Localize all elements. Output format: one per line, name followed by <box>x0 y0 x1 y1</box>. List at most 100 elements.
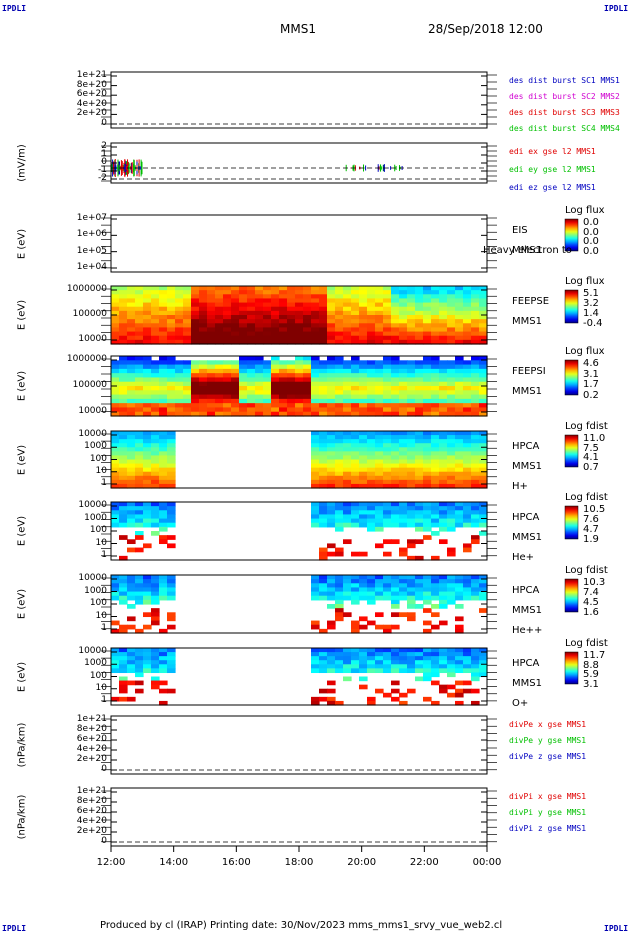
panel-frame-2 <box>110 214 488 273</box>
spectrogram-6 <box>111 502 488 561</box>
colorbar-3 <box>564 289 579 324</box>
instrument-label-4-1: MMS1 <box>512 386 542 397</box>
colorbar-label-2-1: 0.0 <box>583 226 599 238</box>
ylabel-2: E (eV) <box>16 228 28 259</box>
ytick-label-0-4: 2e+20 <box>76 108 107 119</box>
colorbar-title-3: Log flux <box>565 276 605 287</box>
spectrogram-3 <box>111 286 488 345</box>
page-date: 28/Sep/2018 12:00 <box>428 22 543 36</box>
ytick-label-8-1: 1000 <box>84 658 107 669</box>
ytick-label-7-3: 10 <box>95 610 107 621</box>
ytick-label-1-3: -1 <box>98 165 107 175</box>
colorbar-label-6-3: 1.9 <box>583 534 599 545</box>
instrument-label-5-2: H+ <box>512 481 528 492</box>
ytick-label-3-0: 1000000 <box>66 284 107 294</box>
colorbar-label-6-0: 10.5 <box>583 504 606 515</box>
legend-9-0: divPe x gse MMS1 <box>509 720 587 729</box>
instrument-label-4-0: FEEPSI <box>512 366 546 377</box>
legend-0-3: des dist burst SC4 MMS4 <box>509 124 620 133</box>
colorbar-label-7-3: 1.6 <box>583 607 599 618</box>
ytick-label-9-4: 2e+20 <box>76 754 107 764</box>
legend-1-2: edi ez gse l2 MMS1 <box>509 183 596 192</box>
ylabel-5: E (eV) <box>16 444 28 475</box>
ytick-label-0-3: 4e+20 <box>76 98 107 109</box>
ytick-label-0-1: 8e+20 <box>76 79 107 90</box>
xtick-label-2: 16:00 <box>221 857 251 868</box>
colorbar-label-5-1: 7.5 <box>583 442 599 454</box>
colorbar-label-5-3: 0.7 <box>583 462 599 473</box>
instrument-label-6-1: MMS1 <box>512 532 542 543</box>
colorbar-label-6-1: 7.6 <box>583 514 599 525</box>
ytick-label-7-4: 1 <box>101 623 107 633</box>
xtick-label-1: 14:00 <box>159 857 189 868</box>
legend-10-1: divPi y gse MMS1 <box>509 808 587 817</box>
colorbar-4 <box>564 359 579 396</box>
ylabel-3: E (eV) <box>16 299 28 331</box>
ytick-label-5-3: 10 <box>95 465 107 476</box>
ytick-label-10-3: 4e+20 <box>76 816 107 826</box>
colorbar-8 <box>564 651 579 685</box>
colorbar-label-3-1: 3.2 <box>583 298 599 309</box>
corner-label-br: IPDLI <box>604 924 629 933</box>
instrument-label-8-1: MMS1 <box>512 678 542 689</box>
ytick-label-10-5: 0 <box>101 836 107 846</box>
colorbar-title-5: Log fdist <box>565 421 608 432</box>
ytick-label-6-2: 100 <box>89 525 107 535</box>
ytick-label-2-1: 1e+06 <box>76 229 107 240</box>
panel-frame-0 <box>110 71 488 129</box>
colorbar-label-5-0: 11.0 <box>583 433 606 444</box>
colorbar-title-4: Log flux <box>565 346 605 357</box>
legend-9-1: divPe y gse MMS1 <box>509 736 587 745</box>
corner-label-tr: IPDLI <box>604 4 629 13</box>
ytick-label-6-0: 10000 <box>78 500 107 510</box>
colorbar-label-8-3: 3.1 <box>583 679 599 690</box>
colorbar-5 <box>564 434 579 468</box>
ylabel-1: (mV/m) <box>16 144 28 182</box>
panel-frame-10 <box>110 787 488 847</box>
instrument-label-7-1: MMS1 <box>512 605 542 616</box>
xtick-label-3: 18:00 <box>284 857 314 868</box>
colorbar-label-7-2: 4.5 <box>583 597 599 608</box>
colorbar-label-7-0: 10.3 <box>583 577 606 588</box>
spectrogram-4 <box>111 356 488 417</box>
legend-10-2: divPi z gse MMS1 <box>509 824 587 833</box>
ytick-label-6-3: 10 <box>95 537 107 548</box>
instrument-label-6-2: He+ <box>512 552 535 563</box>
legend-1-0: edi ex gse l2 MMS1 <box>509 147 596 156</box>
colorbar-2 <box>564 218 579 252</box>
ytick-label-5-4: 1 <box>101 478 107 488</box>
panel-frame-1 <box>110 142 488 184</box>
xtick-label-5: 22:00 <box>409 857 439 868</box>
colorbar-title-6: Log fdist <box>565 492 608 503</box>
instrument-label-5-0: HPCA <box>512 441 540 452</box>
colorbar-label-4-1: 3.1 <box>583 368 599 380</box>
ytick-label-8-0: 10000 <box>78 646 107 656</box>
colorbar-label-3-0: 5.1 <box>583 288 599 299</box>
instrument-label-3-0: FEEPSE <box>512 296 550 307</box>
instrument-label-5-1: MMS1 <box>512 461 542 472</box>
ylabel-9: (nPa/km) <box>16 722 28 768</box>
legend-0-1: des dist burst SC2 MMS2 <box>509 92 620 101</box>
ytick-label-2-2: 1e+05 <box>76 245 107 256</box>
colorbar-label-2-2: 0.0 <box>583 236 599 248</box>
ytick-label-1-0: 2 <box>101 141 107 151</box>
xtick-label-6: 00:00 <box>472 857 502 868</box>
panel-overlay-text-2: Heavy electron to <box>483 245 572 256</box>
ytick-label-9-5: 0 <box>101 764 107 774</box>
legend-0-0: des dist burst SC1 MMS1 <box>509 76 620 85</box>
instrument-label-6-0: HPCA <box>512 512 540 523</box>
colorbar-label-4-0: 4.6 <box>583 358 599 369</box>
colorbar-label-6-2: 4.7 <box>583 524 599 535</box>
colorbar-label-7-1: 7.4 <box>583 587 599 598</box>
ytick-label-2-0: 1e+07 <box>76 213 107 223</box>
colorbar-title-2: Log flux <box>565 205 605 216</box>
ytick-label-8-2: 100 <box>89 670 107 681</box>
ytick-label-0-2: 6e+20 <box>76 89 107 100</box>
colorbar-label-4-2: 1.7 <box>583 379 599 391</box>
instrument-label-8-2: O+ <box>512 698 529 709</box>
ytick-label-4-1: 100000 <box>72 380 107 390</box>
colorbar-title-7: Log fdist <box>565 565 608 576</box>
corner-label-bl: IPDLI <box>2 924 27 933</box>
ytick-label-0-0: 1e+21 <box>76 70 107 80</box>
